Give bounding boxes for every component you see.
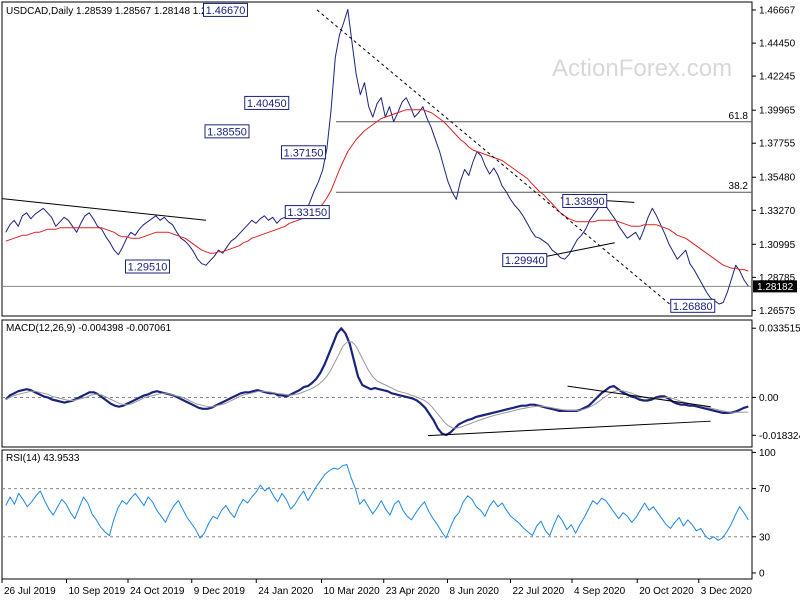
- y-tick-label: 1.28785: [759, 273, 796, 284]
- panel-frames: [1, 1, 753, 580]
- y-tick-label: 0.033515: [759, 324, 800, 335]
- y-tick-label: 1.35480: [759, 173, 796, 184]
- swing-price-box: [203, 2, 248, 17]
- series-macd-signal: [5, 341, 749, 429]
- y-tick-label: -0.018324: [759, 431, 800, 442]
- x-tick-label: 3 Dec 2020: [701, 586, 753, 597]
- x-tick-label: 4 Sep 2020: [574, 586, 626, 597]
- x-tick-label: 10 Sep 2019: [69, 586, 126, 597]
- swing-price-label: 1.33150: [287, 207, 327, 219]
- x-axis-layer: 26 Jul 2019 10 Sep 2019 24 Oct 2019 9 Dec 2…: [1, 579, 753, 597]
- y-tick-label: 100: [759, 448, 776, 459]
- y-tick-label: 1.30995: [759, 240, 796, 251]
- current-price-box: [753, 280, 797, 293]
- fib-level-label: 61.8: [729, 111, 749, 122]
- series-price-sma: [5, 109, 749, 272]
- swing-price-box: [125, 259, 170, 274]
- swing-price-box: [670, 298, 716, 313]
- swing-price-label: 1.37150: [284, 147, 324, 159]
- trendline-price: [316, 9, 674, 308]
- x-tick-label: 24 Oct 2019: [130, 586, 185, 597]
- x-tick-label: 20 Oct 2020: [639, 586, 694, 597]
- swing-price-box: [244, 95, 290, 110]
- x-tick-label: 9 Dec 2019: [194, 586, 246, 597]
- series-macd-macd: [5, 327, 749, 437]
- swing-price-box: [204, 124, 250, 139]
- swing-price-label: 1.33890: [565, 196, 605, 208]
- price-panel-header: USDCAD,Daily 1.28539 1.28567 1.28148 1.2…: [6, 6, 229, 17]
- swing-price-box: [281, 145, 326, 160]
- macd-panel-header: MACD(12,26,9) -0.004398 -0.007061: [6, 323, 172, 334]
- price-label-layer: 1.46670 1.38550 1.40450 1.37150 1.33150 1.295…: [125, 2, 716, 313]
- swing-price-box: [502, 253, 548, 268]
- y-tick-label: 1.33270: [759, 206, 796, 217]
- x-tick-label: 24 Jan 2020: [258, 586, 313, 597]
- swing-price-label: 1.29510: [128, 262, 168, 274]
- current-price-label: 1.28182: [757, 282, 794, 293]
- y-tick-label: 0: [759, 568, 765, 579]
- series-rsi-rsi: [5, 464, 749, 541]
- y-tick-label: 1.46667: [759, 5, 796, 16]
- rsi-panel-frame: [1, 449, 753, 580]
- grid-layer: 61.8 38.2: [2, 111, 752, 538]
- y-axis-layer: 1.46667 1.44450 1.42245 1.39965 1.37755 1.354…: [752, 5, 800, 579]
- swing-price-label: 1.29940: [505, 255, 545, 267]
- y-tick-label: 30: [759, 532, 771, 543]
- trendline-price: [1, 198, 207, 221]
- y-tick-label: 1.42245: [759, 72, 796, 83]
- trendline-macd: [567, 385, 711, 408]
- x-tick-label: 10 Mar 2020: [324, 586, 381, 597]
- swing-price-label: 1.40450: [247, 98, 287, 110]
- y-tick-label: 1.37755: [759, 139, 796, 150]
- macd-panel-frame: [1, 319, 753, 448]
- rsi-panel-header: RSI(14) 43.9533: [6, 453, 80, 464]
- y-tick-label: 0.00: [759, 393, 779, 404]
- trendline-macd: [427, 420, 711, 437]
- swing-price-label: 1.26880: [673, 301, 713, 313]
- swing-price-label: 1.38550: [207, 126, 247, 138]
- x-tick-label: 22 Jul 2020: [513, 586, 565, 597]
- x-tick-label: 23 Apr 2020: [386, 586, 440, 597]
- y-tick-label: 1.44450: [759, 39, 796, 50]
- swing-price-box: [562, 194, 608, 209]
- y-tick-label: 1.26575: [759, 306, 796, 317]
- x-tick-label: 26 Jul 2019: [4, 586, 56, 597]
- x-tick-label: 8 Jun 2020: [450, 586, 500, 597]
- swing-price-label: 1.46670: [206, 5, 246, 17]
- series-price-usdcad: [5, 9, 749, 305]
- watermark: ActionForex.com: [552, 55, 732, 82]
- y-tick-label: 1.39965: [759, 106, 796, 117]
- price-panel-frame: [1, 1, 753, 317]
- swing-price-box: [284, 205, 330, 220]
- fib-level-label: 38.2: [729, 181, 749, 192]
- y-tick-label: 70: [759, 484, 771, 495]
- series-layer: [5, 9, 749, 541]
